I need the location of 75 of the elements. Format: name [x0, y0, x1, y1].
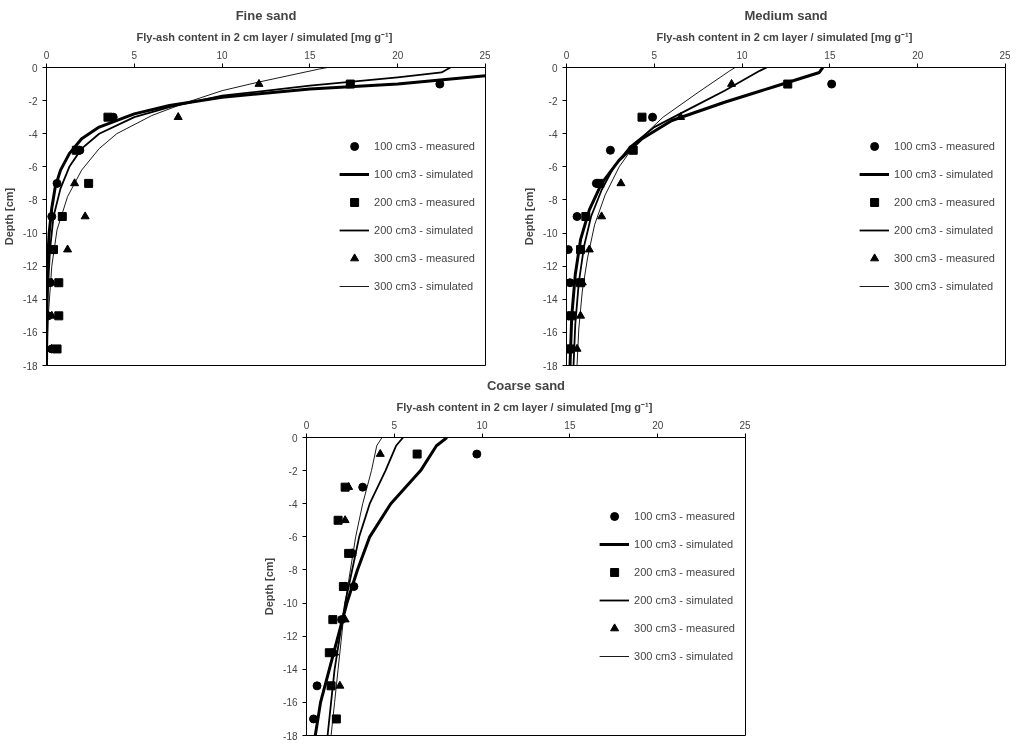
legend-label: 300 cm3 - measured — [374, 252, 475, 264]
legend-label: 100 cm3 - measured — [894, 140, 995, 152]
y-tick-label: -16 — [543, 327, 558, 339]
y-tick-label: 0 — [551, 62, 558, 74]
x-tick-label: 25 — [479, 49, 491, 61]
x-tick-label: 20 — [392, 49, 404, 61]
y-tick-label: -12 — [23, 261, 38, 273]
y-tick-label: -14 — [543, 294, 558, 306]
x-axis-title: Fly-ash content in 2 cm layer / simulated [mg g⁻¹] — [396, 400, 653, 413]
y-tick-label: -8 — [28, 194, 38, 206]
y-tick-label: -2 — [288, 465, 298, 477]
y-tick-label: -8 — [288, 564, 298, 576]
legend-label: 100 cm3 - simulated — [894, 168, 994, 180]
y-tick-label: -6 — [288, 531, 298, 543]
y-tick-label: -4 — [28, 128, 38, 140]
y-tick-label: -18 — [543, 360, 558, 372]
legend-label: 100 cm3 - measured — [634, 510, 735, 522]
x-axis-title: Fly-ash content in 2 cm layer / simulated [mg g⁻¹] — [136, 30, 393, 43]
y-tick-label: -10 — [543, 228, 558, 240]
y-tick-label: -16 — [283, 697, 298, 709]
x-tick-label: 0 — [43, 49, 50, 61]
x-tick-label: 15 — [824, 49, 836, 61]
legend-label: 200 cm3 - measured — [634, 566, 735, 578]
legend-label: 300 cm3 - measured — [894, 252, 995, 264]
legend-label: 200 cm3 - simulated — [374, 224, 474, 236]
y-tick-label: -4 — [548, 128, 558, 140]
chart-title: Fine sand — [235, 7, 297, 23]
x-tick-label: 10 — [736, 49, 749, 61]
y-tick-label: -4 — [288, 498, 298, 510]
legend-label: 200 cm3 - simulated — [634, 594, 734, 606]
x-tick-label: 5 — [391, 419, 398, 431]
y-tick-label: -8 — [548, 194, 558, 206]
y-tick-label: -14 — [23, 294, 38, 306]
legend-label: 200 cm3 - measured — [894, 196, 995, 208]
y-tick-label: -2 — [548, 95, 558, 107]
x-tick-label: 0 — [303, 419, 310, 431]
x-axis-title: Fly-ash content in 2 cm layer / simulated [mg g⁻¹] — [656, 30, 913, 43]
x-tick-label: 15 — [304, 49, 316, 61]
y-tick-label: -10 — [23, 228, 38, 240]
x-tick-label: 0 — [563, 49, 570, 61]
legend-label: 100 cm3 - measured — [374, 140, 475, 152]
y-tick-label: -12 — [283, 631, 298, 643]
x-tick-label: 20 — [652, 419, 664, 431]
legend-label: 300 cm3 - simulated — [374, 280, 474, 292]
legend-label: 200 cm3 - measured — [374, 196, 475, 208]
y-axis-title: Depth [cm] — [523, 187, 536, 246]
x-tick-label: 5 — [651, 49, 658, 61]
y-axis-title: Depth [cm] — [263, 557, 276, 616]
x-tick-label: 15 — [564, 419, 576, 431]
y-tick-label: 0 — [31, 62, 38, 74]
x-tick-label: 25 — [739, 419, 751, 431]
y-tick-label: -14 — [283, 664, 298, 676]
x-tick-label: 25 — [999, 49, 1011, 61]
x-tick-label: 10 — [216, 49, 229, 61]
legend-label: 300 cm3 - measured — [634, 622, 735, 634]
legend-label: 300 cm3 - simulated — [894, 280, 994, 292]
y-tick-label: 0 — [291, 432, 298, 444]
x-tick-label: 20 — [912, 49, 924, 61]
y-tick-label: -10 — [283, 598, 298, 610]
legend-label: 100 cm3 - simulated — [374, 168, 474, 180]
y-tick-label: -18 — [23, 360, 38, 372]
y-tick-label: -16 — [23, 327, 38, 339]
legend-label: 300 cm3 - simulated — [634, 650, 734, 662]
chart-title: Coarse sand — [486, 377, 566, 393]
y-tick-label: -2 — [28, 95, 38, 107]
legend-label: 100 cm3 - simulated — [634, 538, 734, 550]
y-tick-label: -6 — [28, 161, 38, 173]
y-tick-label: -12 — [543, 261, 558, 273]
chart-title: Medium sand — [744, 7, 828, 23]
x-tick-label: 10 — [476, 419, 489, 431]
y-axis-title: Depth [cm] — [3, 187, 16, 246]
x-tick-label: 5 — [131, 49, 138, 61]
y-tick-label: -18 — [283, 730, 298, 742]
y-tick-label: -6 — [548, 161, 558, 173]
legend-label: 200 cm3 - simulated — [894, 224, 994, 236]
